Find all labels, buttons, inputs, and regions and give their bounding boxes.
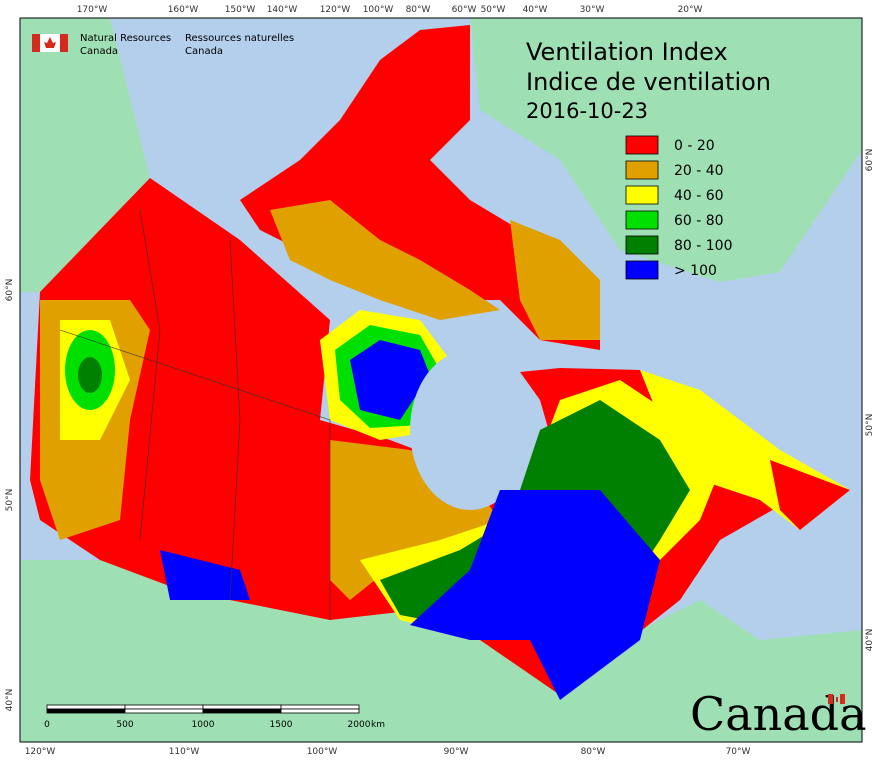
wordmark: Canada (690, 687, 867, 741)
left-label: 40°N (5, 689, 15, 712)
scale-segment (202, 708, 282, 714)
agency-en: Natural Resources (80, 33, 171, 44)
top-label: 40°W (523, 5, 548, 15)
scale-segment (280, 704, 360, 710)
left-label: 50°N (5, 489, 15, 512)
wordmark-flag (836, 697, 838, 702)
right-label: 60°N (865, 149, 875, 172)
zone-blue-south (160, 550, 250, 600)
legend-label: > 100 (674, 263, 717, 279)
legend-label: 80 - 100 (674, 238, 733, 254)
top-label: 20°W (678, 5, 703, 15)
zone-orange-north (270, 200, 500, 320)
left-label: 60°N (5, 279, 15, 302)
top-label: 140°W (267, 5, 298, 15)
scale-unit: km (371, 720, 385, 730)
usa (20, 560, 862, 742)
scale-segment (280, 708, 360, 714)
boundary (229, 239, 241, 601)
bottom-label: 70°W (726, 747, 751, 757)
scale-label: 500 (116, 720, 133, 730)
legend-swatch (625, 185, 659, 205)
boundary (59, 329, 331, 620)
scale-label: 1500 (270, 720, 293, 730)
legend-swatch (625, 210, 659, 230)
alaska (20, 18, 150, 292)
scale-segment (124, 704, 204, 710)
zone-darkgreen-west (78, 357, 102, 393)
zone-blue-hudson (350, 340, 430, 420)
flag-bar (60, 34, 68, 52)
agency-fr: Ressources naturelles (185, 33, 294, 44)
hudson-bay (410, 350, 530, 510)
top-label: 120°W (320, 5, 351, 15)
scale-label: 1000 (192, 720, 215, 730)
agency-en: Canada (80, 46, 118, 57)
scale-segment (46, 704, 126, 710)
agency-fr: Canada (185, 46, 223, 57)
bottom-label: 110°W (169, 747, 200, 757)
scale-bar: 0 500 1000 1500 2000 km (44, 704, 385, 730)
scale-segment (46, 708, 126, 714)
legend-label: 0 - 20 (674, 138, 715, 154)
top-label: 30°W (580, 5, 605, 15)
scale-label: 0 (44, 720, 50, 730)
map-area (19, 17, 863, 743)
date: 2016-10-23 (526, 99, 648, 123)
bottom-label: 100°W (307, 747, 338, 757)
scale-segment (124, 708, 204, 714)
legend-label: 20 - 40 (674, 163, 724, 179)
map-border (19, 17, 863, 743)
legend-label: 40 - 60 (674, 188, 724, 204)
right-label: 40°N (865, 629, 875, 652)
agency-block: Natural Resources Canada Ressources natu… (32, 33, 294, 57)
bottom-label: 90°W (444, 747, 469, 757)
top-label: 160°W (168, 5, 199, 15)
zone-red-newfoundland (770, 460, 850, 530)
maple-leaf (44, 37, 56, 48)
scale-segment (202, 704, 282, 710)
top-label: 60°W (452, 5, 477, 15)
arctic-islands (240, 25, 600, 350)
wordmark-flag (840, 694, 845, 704)
legend-swatch (625, 160, 659, 180)
top-label: 80°W (406, 5, 431, 15)
top-label: 150°W (225, 5, 256, 15)
greenland (470, 18, 862, 282)
title: Ventilation Index (526, 38, 728, 66)
legend: 0 - 20 20 - 40 40 - 60 60 - 80 80 - 100 > 100 (625, 135, 733, 280)
title: Indice de ventilation (526, 68, 771, 96)
wordmark-flag (828, 694, 833, 704)
top-label: 170°W (77, 5, 108, 15)
legend-swatch (625, 235, 659, 255)
right-label: 50°N (865, 414, 875, 437)
zone-blue-east (410, 490, 660, 700)
graticule-labels: 170°W 160°W 150°W 140°W 120°W 100°W 80°W 60°W 50… (5, 5, 875, 757)
scale-label: 2000 (348, 720, 371, 730)
boundary (139, 209, 161, 541)
top-label: 50°W (481, 5, 506, 15)
legend-swatch (625, 135, 659, 155)
bottom-label: 80°W (581, 747, 606, 757)
top-label: 100°W (363, 5, 394, 15)
legend-swatch (625, 260, 659, 280)
bottom-label: 120°W (25, 747, 56, 757)
zone-orange-baffin (510, 220, 600, 340)
legend-label: 60 - 80 (674, 213, 724, 229)
flag-bar (32, 34, 40, 52)
